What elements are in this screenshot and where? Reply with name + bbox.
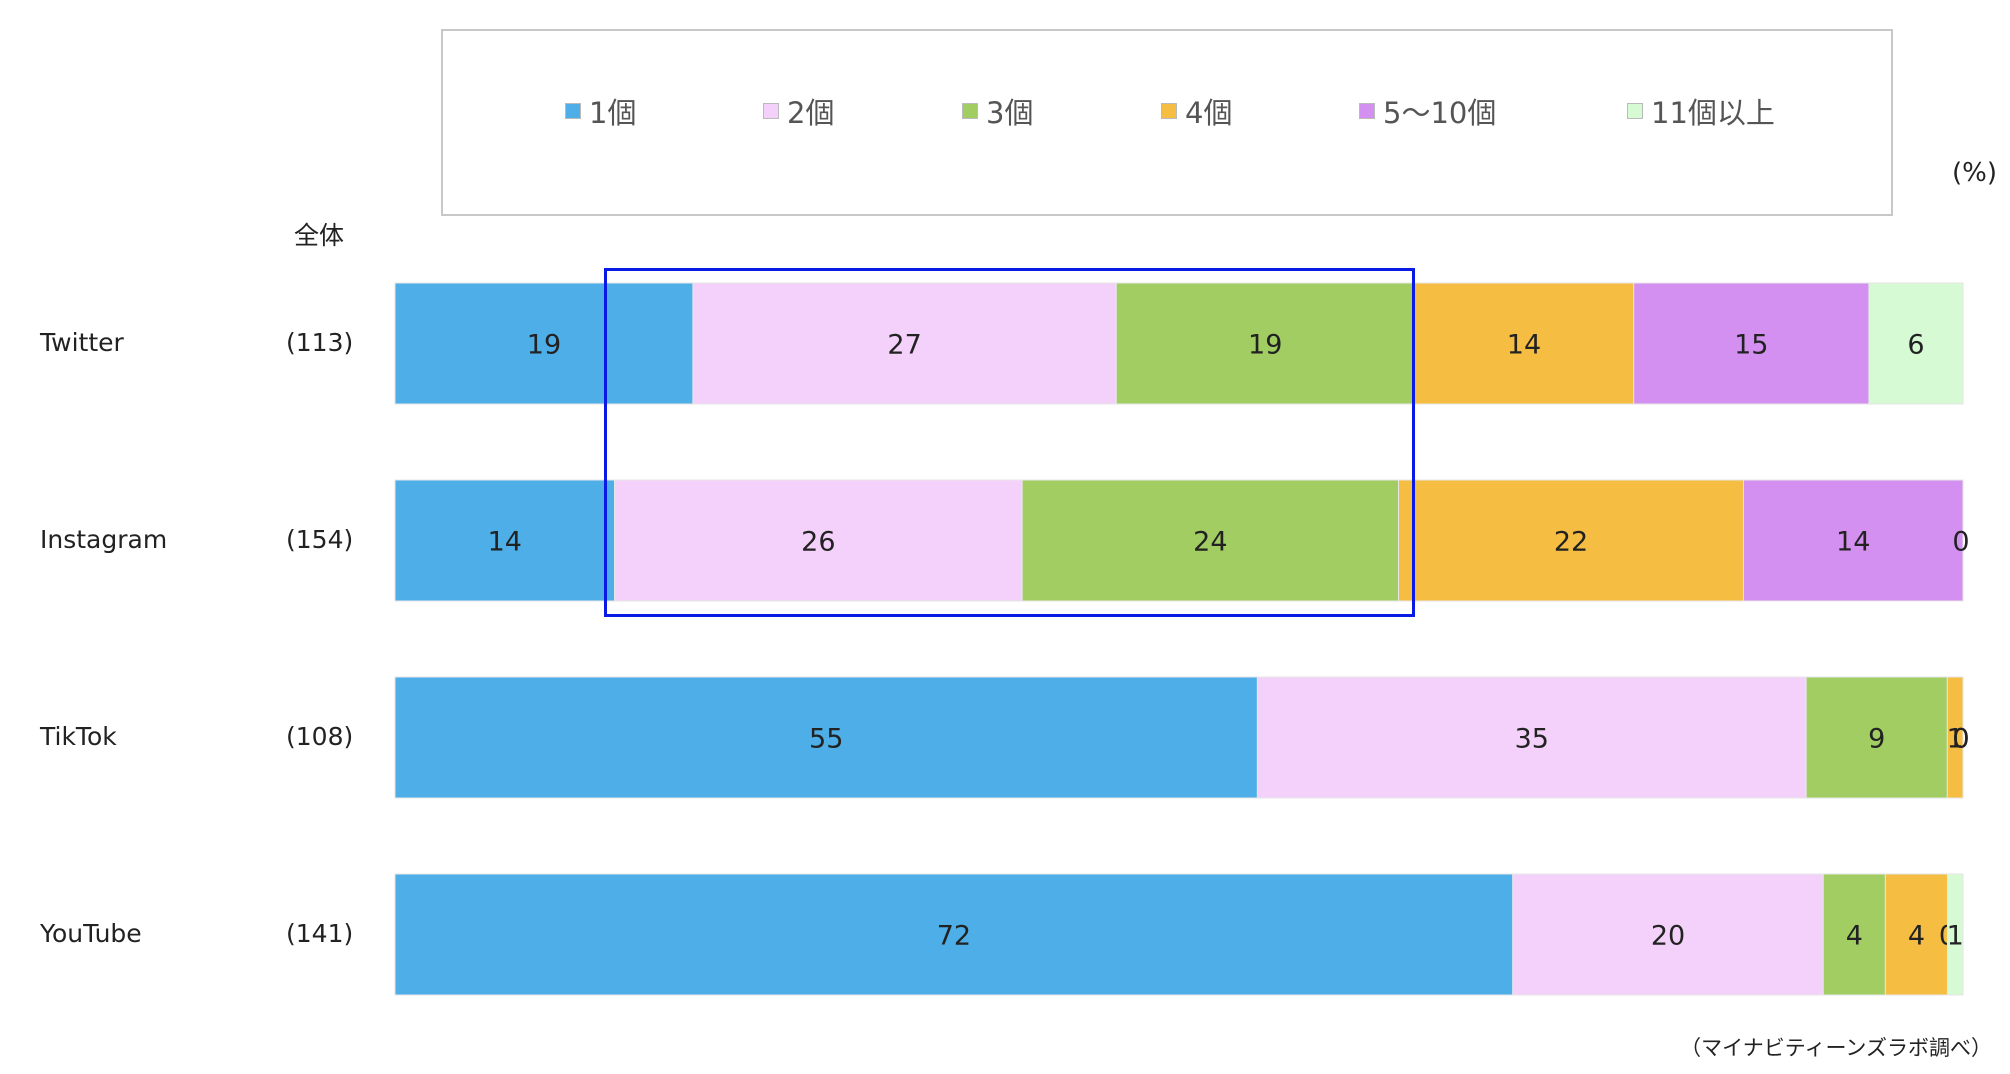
data-label: 0 xyxy=(1952,724,1969,755)
data-label: 19 xyxy=(527,330,561,361)
legend-label: 5～10個 xyxy=(1383,96,1497,130)
data-label: 20 xyxy=(1651,921,1685,952)
bar-segment xyxy=(1822,873,1886,996)
sample-size-label: (141) xyxy=(286,918,354,948)
data-label: 72 xyxy=(937,921,971,952)
bar-segment xyxy=(1512,873,1824,996)
bar-segment xyxy=(1884,873,1948,996)
bar-segment xyxy=(1115,282,1415,405)
legend-swatch xyxy=(962,103,978,119)
data-label: 55 xyxy=(809,724,843,755)
data-label: 4 xyxy=(1846,921,1863,952)
data-label: 1 xyxy=(1947,921,1964,952)
data-label: 19 xyxy=(1248,330,1282,361)
data-label: 27 xyxy=(887,330,921,361)
bar-segment xyxy=(692,282,1117,405)
legend-swatch xyxy=(1627,103,1643,119)
sample-size-label: (108) xyxy=(286,721,354,751)
bar-segment xyxy=(1946,873,1964,996)
bar-segment xyxy=(1021,479,1400,602)
legend-item: 3個 xyxy=(962,91,1033,131)
bar-segment xyxy=(394,873,1514,996)
legend-swatch xyxy=(565,103,581,119)
data-label: 24 xyxy=(1193,527,1227,558)
legend xyxy=(441,29,1893,216)
group-label: 全体 xyxy=(294,221,345,250)
legend-item: 4個 xyxy=(1161,91,1232,131)
legend-swatch xyxy=(1161,103,1177,119)
legend-item: 11個以上 xyxy=(1627,91,1775,131)
category-label: TikTok xyxy=(40,721,117,751)
bar-segment xyxy=(1946,676,1964,799)
bar-segment xyxy=(1633,282,1870,405)
highlight-box xyxy=(604,268,1415,617)
bar-segment xyxy=(1868,282,1964,405)
legend-label: 4個 xyxy=(1185,96,1233,130)
sample-size-label: (113) xyxy=(286,327,354,357)
data-label: 6 xyxy=(1907,330,1924,361)
data-label: 9 xyxy=(1868,724,1885,755)
data-label: 15 xyxy=(1734,330,1768,361)
bar-segment xyxy=(394,479,616,602)
data-label: 22 xyxy=(1554,527,1588,558)
legend-label: 2個 xyxy=(787,96,835,130)
legend-label: 3個 xyxy=(986,96,1034,130)
bar-segment xyxy=(394,282,694,405)
data-label: 26 xyxy=(801,527,835,558)
legend-swatch xyxy=(763,103,779,119)
category-label: YouTube xyxy=(40,918,142,948)
sample-size-label: (154) xyxy=(286,524,354,554)
legend-label: 11個以上 xyxy=(1651,96,1775,130)
data-label: 0 xyxy=(1952,527,1969,558)
unit-label: (%) xyxy=(1952,158,1997,188)
data-label: 1 xyxy=(1947,724,1964,755)
data-label: 14 xyxy=(1836,527,1870,558)
category-label: Twitter xyxy=(40,327,124,357)
bar-segment xyxy=(1413,282,1635,405)
bar-segment xyxy=(1805,676,1948,799)
data-label: 35 xyxy=(1515,724,1549,755)
legend-item: 2個 xyxy=(763,91,834,131)
legend-label: 1個 xyxy=(589,96,637,130)
data-label: 14 xyxy=(1507,330,1541,361)
data-label: 14 xyxy=(488,527,522,558)
legend-item: 1個 xyxy=(565,91,636,131)
bar-segment xyxy=(394,676,1258,799)
bar-segment xyxy=(1742,479,1964,602)
source-note: （マイナビティーンズラボ調べ） xyxy=(1680,1036,1992,1060)
data-label: 0 xyxy=(1952,724,1969,755)
bar-segment xyxy=(1256,676,1807,799)
legend-swatch xyxy=(1359,103,1375,119)
bar-segment xyxy=(1398,479,1744,602)
legend-item: 5～10個 xyxy=(1359,91,1496,131)
data-label: 4 xyxy=(1908,921,1925,952)
category-label: Instagram xyxy=(40,524,168,554)
